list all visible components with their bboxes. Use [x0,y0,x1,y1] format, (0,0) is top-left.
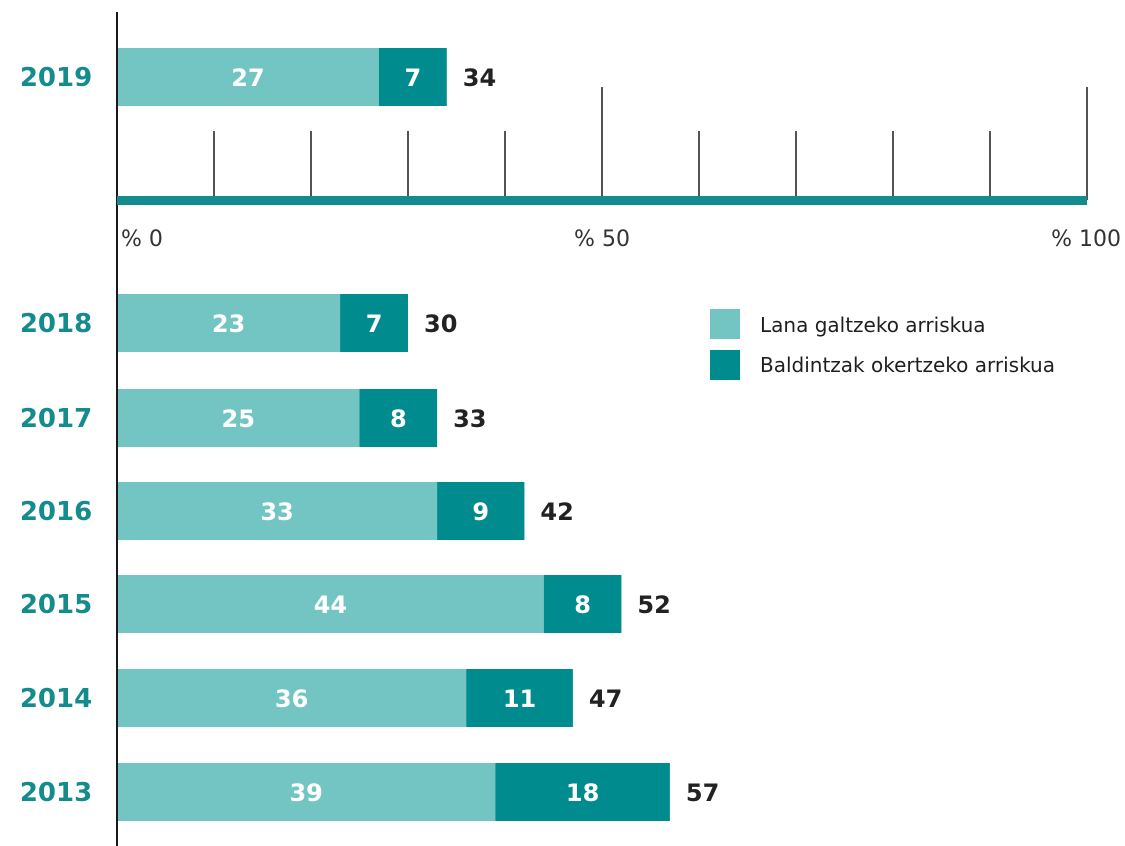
bar-total-label: 42 [540,498,573,526]
x-tick-label: % 50 [574,227,630,252]
bar-segment-series-2 [495,763,670,821]
bar-segment-series-2 [359,389,438,447]
axis-layer: % 0 % 50 % 100 [116,12,1121,846]
bar-value-label: 44 [314,591,347,619]
bar-value-label: 11 [503,685,536,713]
bar-value-label: 7 [366,310,383,338]
bar-segment-series-1 [117,763,496,821]
bar-value-label: 8 [390,405,407,433]
bar-segment-series-2 [340,294,408,352]
bar-value-label: 7 [404,64,421,92]
bar-segment-series-1 [117,482,438,540]
bar-value-label: 39 [289,779,322,807]
bar-value-label: 36 [275,685,308,713]
bar-total-label: 30 [424,310,457,338]
bar-value-label: 23 [212,310,245,338]
bar-segment-series-1 [117,48,379,106]
legend: Lana galtzeko arriskua Baldintzak okertz… [710,309,1055,380]
x-axis-bar [117,196,1087,205]
bar-total-label: 34 [463,64,496,92]
bar-segment-series-1 [117,389,360,447]
bar-value-label: 25 [222,405,255,433]
category-label: 2014 [20,684,92,714]
x-tick-label: % 100 [1051,227,1121,252]
bar-total-label: 52 [637,591,670,619]
category-label: 2019 [20,63,92,93]
bar-value-label: 27 [231,64,264,92]
legend-label-series-1: Lana galtzeko arriskua [760,313,986,337]
bar-value-label: 9 [472,498,489,526]
bar-total-label: 33 [453,405,486,433]
bar-segment-series-2 [378,48,447,106]
bar-value-label: 33 [260,498,293,526]
bars-layer: 2019 27 7 34 2018 23 7 30 2017 25 8 33 2016 33 9 42 2015… [20,48,719,821]
x-tick-label: % 0 [121,227,163,252]
legend-swatch-series-1 [710,309,740,339]
bar-value-label: 18 [566,779,599,807]
bar-total-label: 47 [589,685,622,713]
bar-segment-series-1 [117,575,544,633]
bar-segment-series-2 [466,669,573,727]
category-label: 2016 [20,497,92,527]
bar-segment-series-2 [437,482,525,540]
bar-total-label: 57 [686,779,719,807]
category-label: 2013 [20,778,92,808]
legend-label-series-2: Baldintzak okertzeko arriskua [760,353,1055,377]
category-label: 2018 [20,309,92,339]
category-label: 2015 [20,590,92,620]
category-label: 2017 [20,404,92,434]
legend-swatch-series-2 [710,350,740,380]
bar-segment-series-1 [117,669,467,727]
bar-value-label: 8 [574,591,591,619]
bar-segment-series-1 [117,294,341,352]
bar-segment-series-2 [543,575,622,633]
